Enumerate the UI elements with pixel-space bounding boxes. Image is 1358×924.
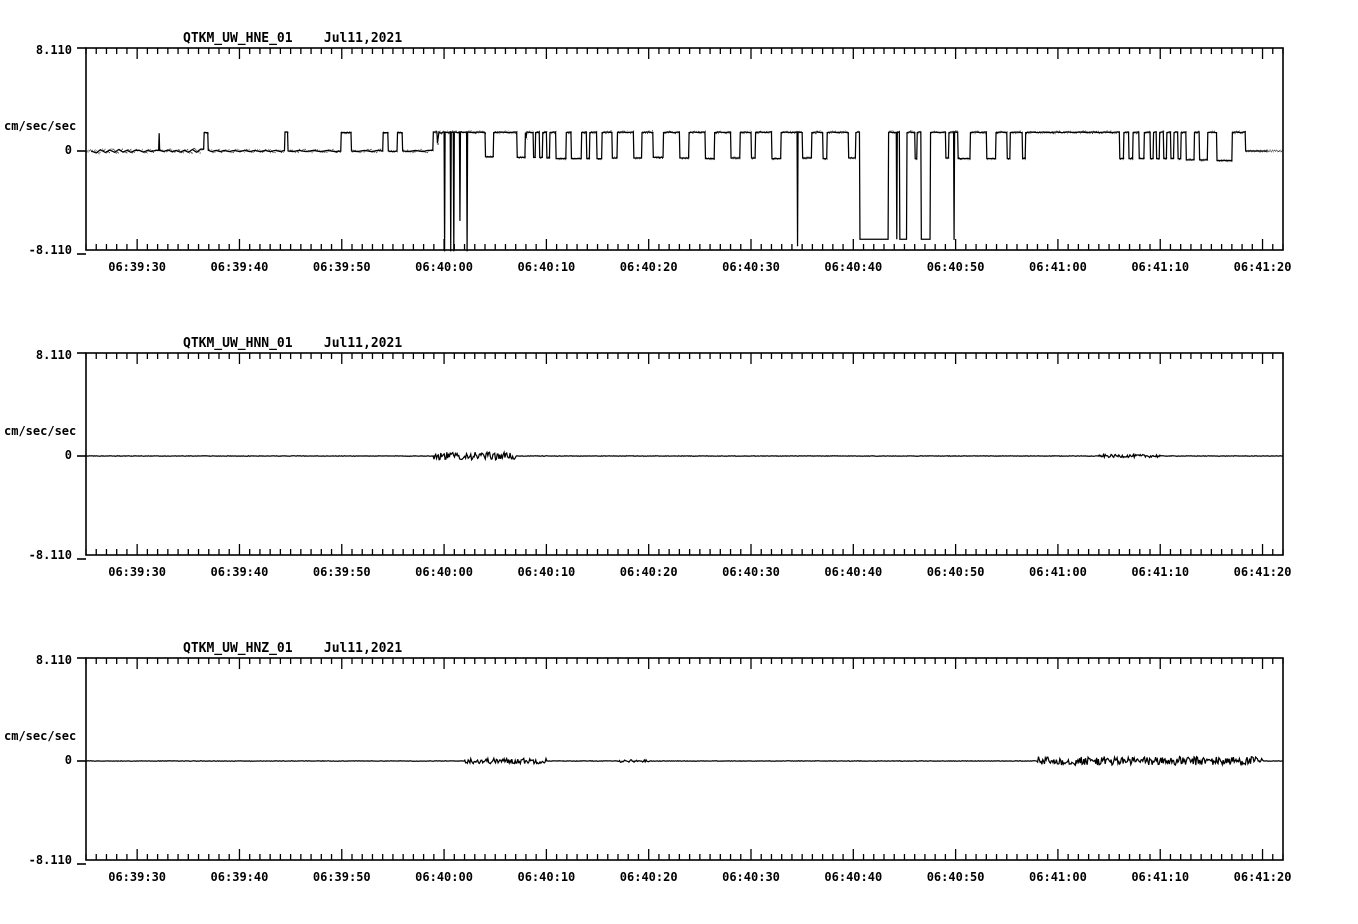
panel-hne: QTKM_UW_HNE_01 Jul11,2021 8.110 cm/sec/s… (0, 0, 1358, 300)
plot-area-hnn (77, 352, 1284, 560)
xtick-label: 06:40:30 (722, 260, 780, 274)
waveform-noise (86, 130, 1284, 163)
yaxis-units-hne: cm/sec/sec (4, 119, 77, 133)
xtick-label: 06:40:40 (824, 870, 883, 884)
plot-area-hnz (77, 657, 1284, 865)
xtick-label: 06:40:10 (517, 260, 576, 274)
xtick-label: 06:39:30 (108, 565, 167, 579)
xtick-label: 06:39:30 (108, 260, 167, 274)
xtick-label: 06:40:40 (824, 260, 883, 274)
xtick-label: 06:39:50 (312, 565, 371, 579)
xtick-label: 06:40:20 (619, 260, 678, 274)
xtick-label: 06:41:00 (1029, 565, 1087, 579)
xtick-label: 06:40:00 (415, 260, 473, 274)
xtick-label: 06:40:50 (926, 565, 985, 579)
xtick-label: 06:40:30 (722, 565, 780, 579)
xtick-label: 06:39:40 (210, 565, 269, 579)
xtick-label: 06:41:00 (1029, 260, 1087, 274)
panel-title-hne: QTKM_UW_HNE_01 Jul11,2021 (183, 31, 403, 46)
xtick-label: 06:39:40 (210, 260, 269, 274)
xtick-label: 06:39:30 (108, 870, 167, 884)
ytick-top-hne: 8.110 (35, 43, 72, 57)
panel-hnz: QTKM_UW_HNZ_01 Jul11,2021 8.110 cm/sec/s… (0, 610, 1358, 910)
xtick-label: 06:40:10 (517, 565, 576, 579)
xtick-label: 06:41:00 (1029, 870, 1087, 884)
yaxis-units-hnn: cm/sec/sec (4, 424, 77, 438)
xtick-label: 06:41:20 (1233, 870, 1292, 884)
ytick-top-hnn: 8.110 (35, 348, 72, 362)
xtick-label: 06:40:20 (619, 565, 678, 579)
xtick-label: 06:41:20 (1233, 565, 1292, 579)
xtick-label: 06:40:30 (722, 870, 780, 884)
ytick-top-hnz: 8.110 (35, 653, 72, 667)
xtick-label: 06:40:10 (517, 870, 576, 884)
xtick-label: 06:40:50 (926, 260, 985, 274)
xtick-label: 06:41:10 (1131, 260, 1190, 274)
xtick-label: 06:39:50 (312, 870, 371, 884)
waveform-trace (85, 450, 1284, 462)
waveform-trace (85, 754, 1284, 768)
xtick-label: 06:39:40 (210, 870, 269, 884)
ytick-mid-hnz: 0 (64, 753, 72, 767)
yaxis-units-hnz: cm/sec/sec (4, 729, 77, 743)
xtick-label: 06:40:50 (926, 870, 985, 884)
xtick-label: 06:41:20 (1233, 260, 1292, 274)
xtick-label: 06:41:10 (1131, 870, 1190, 884)
panel-title-hnn: QTKM_UW_HNN_01 Jul11,2021 (183, 336, 403, 351)
ytick-mid-hne: 0 (64, 143, 72, 157)
xtick-label: 06:39:50 (312, 260, 371, 274)
waveform-trace (90, 130, 1268, 252)
ytick-bot-hnz: -8.110 (28, 853, 72, 867)
xtick-label: 06:40:00 (415, 565, 473, 579)
xtick-label: 06:41:10 (1131, 565, 1190, 579)
xtick-label: 06:40:20 (619, 870, 678, 884)
ytick-mid-hnn: 0 (64, 448, 72, 462)
plot-area-hne (77, 47, 1284, 255)
panel-hnn: QTKM_UW_HNN_01 Jul11,2021 8.110 cm/sec/s… (0, 305, 1358, 605)
xtick-label: 06:40:40 (824, 565, 883, 579)
xtick-label: 06:40:00 (415, 870, 473, 884)
ytick-bot-hne: -8.110 (28, 243, 72, 257)
panel-title-hnz: QTKM_UW_HNZ_01 Jul11,2021 (183, 641, 403, 656)
ytick-bot-hnn: -8.110 (28, 548, 72, 562)
